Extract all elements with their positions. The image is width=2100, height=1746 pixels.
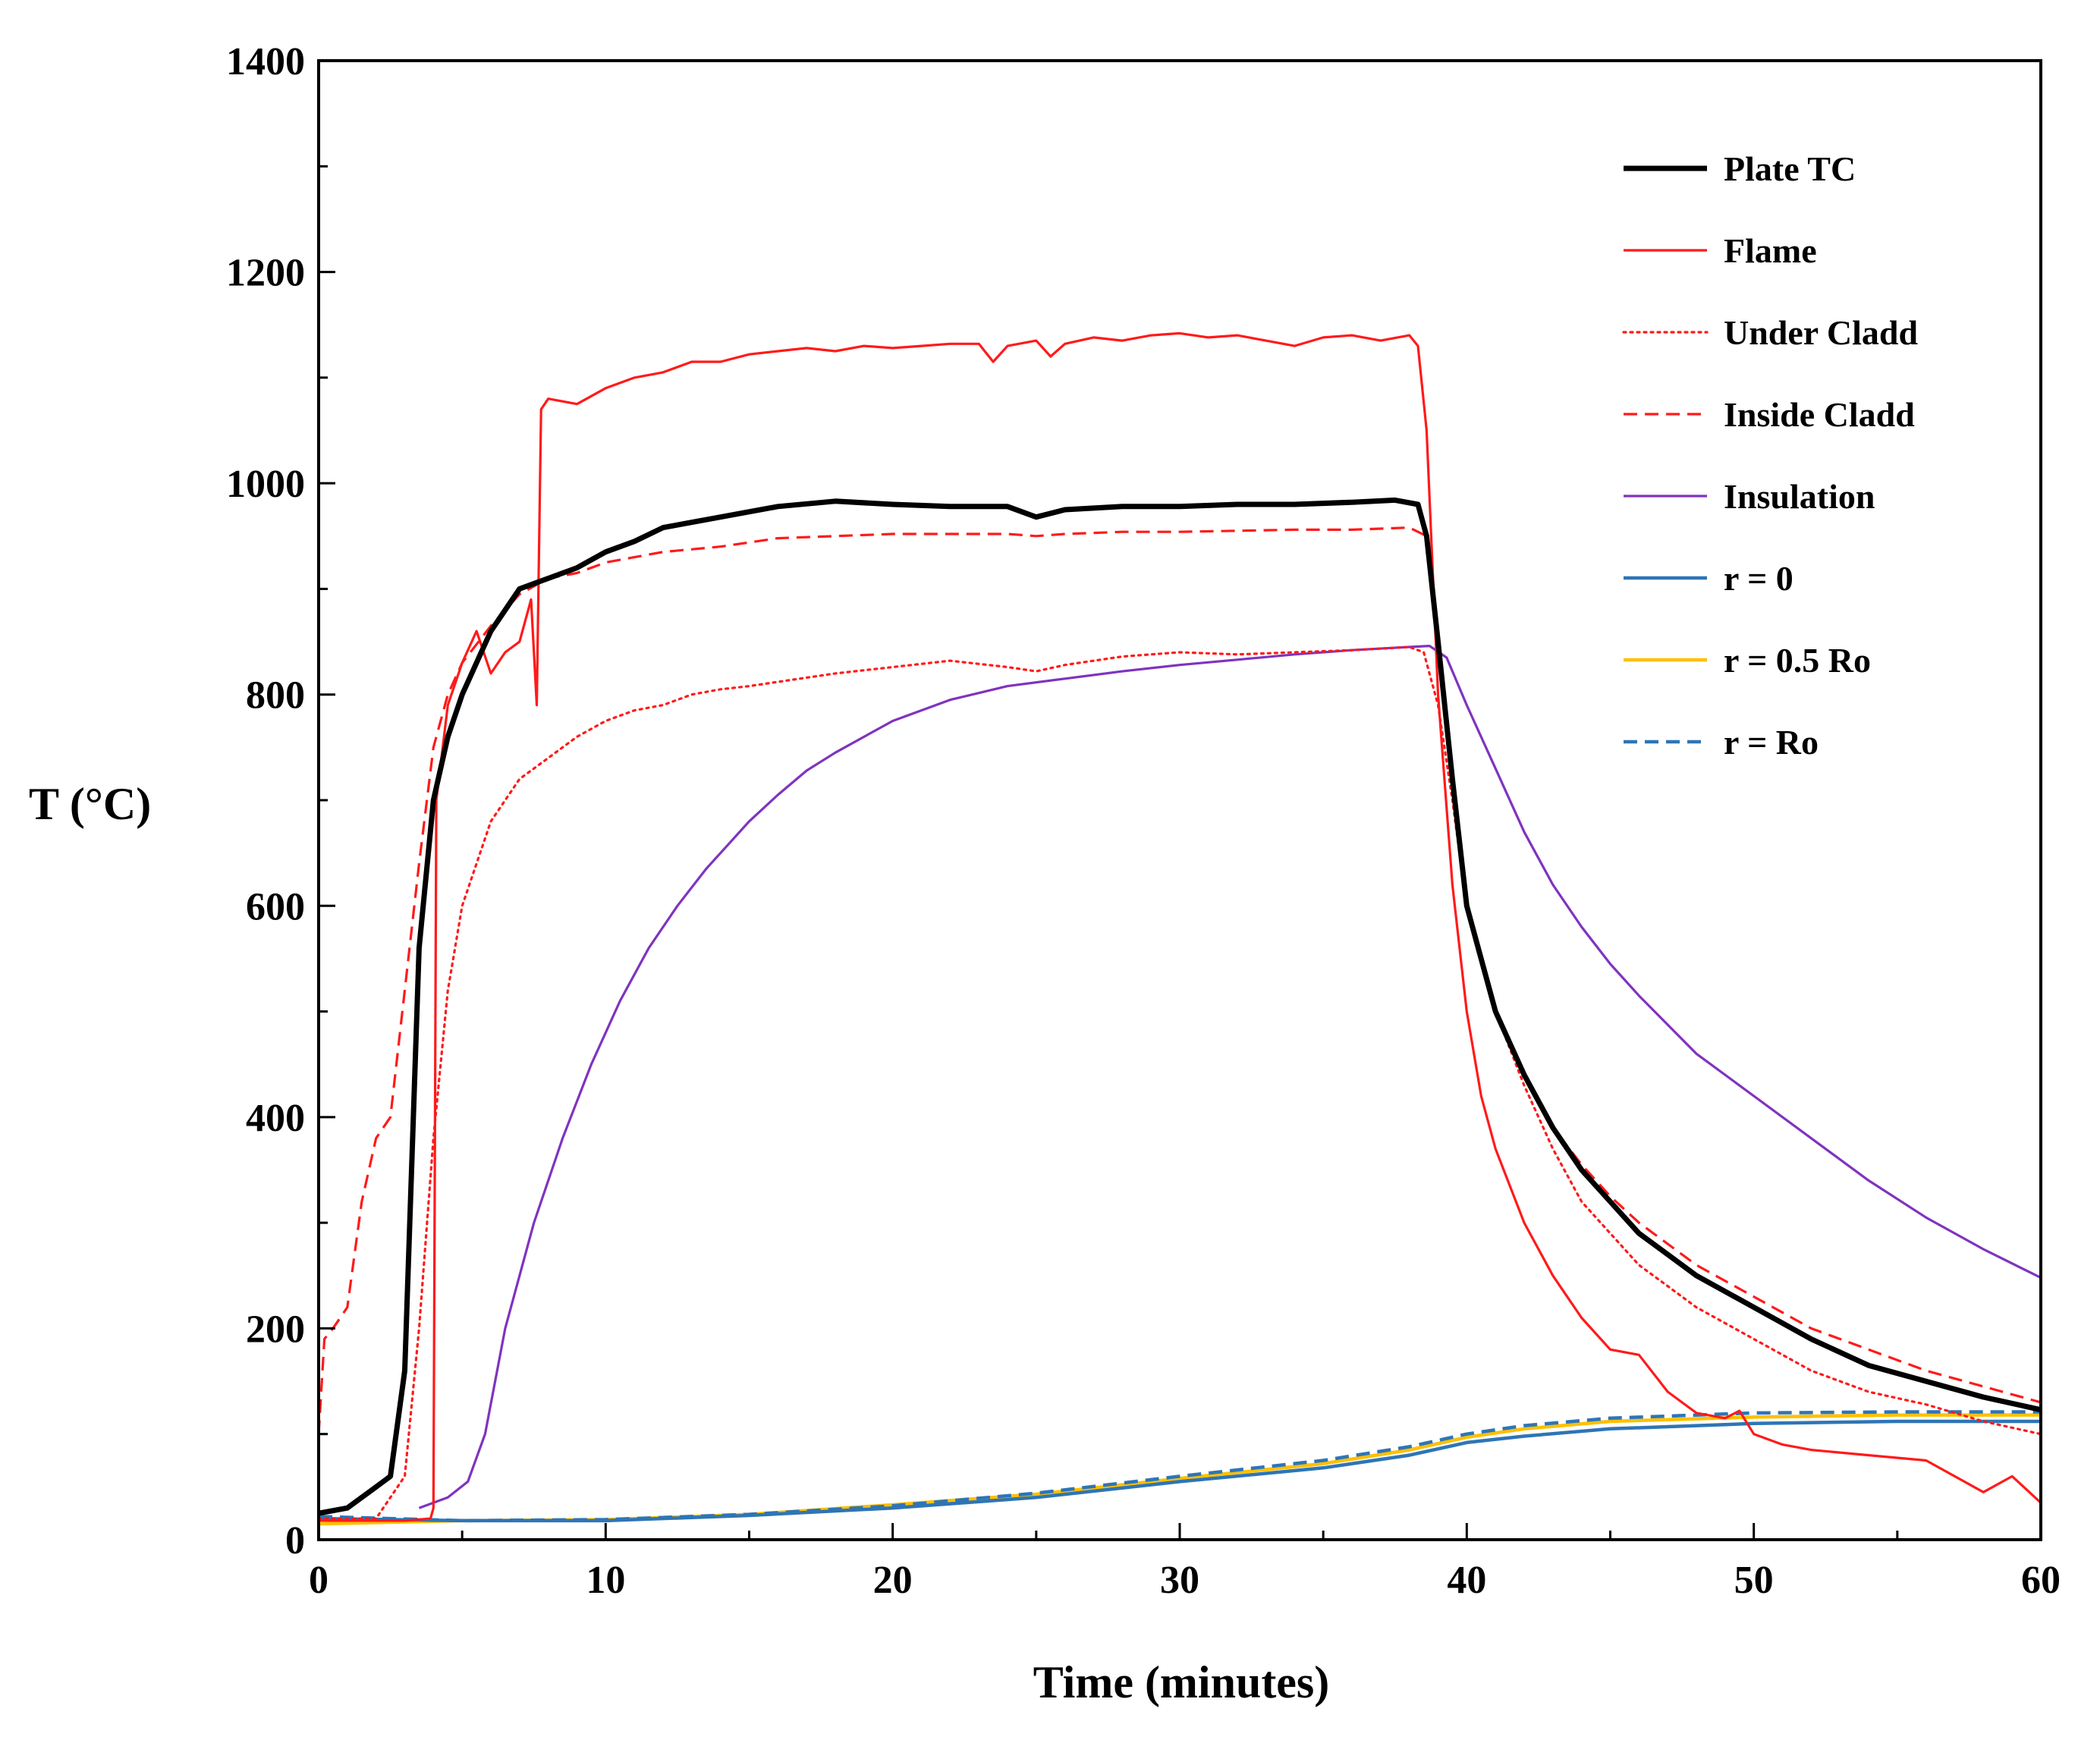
y-tick-label: 800 bbox=[246, 674, 305, 718]
y-tick-label: 400 bbox=[246, 1097, 305, 1140]
x-tick-label: 0 bbox=[309, 1559, 329, 1602]
legend-label-plate-tc: Plate TC bbox=[1724, 149, 1856, 188]
series-line-flame bbox=[319, 331, 2042, 1522]
series-line-plate-tc bbox=[318, 497, 2042, 1516]
legend-label-r-0-5-ro: r = 0.5 Ro bbox=[1724, 641, 1871, 680]
series-layer bbox=[317, 331, 2042, 1526]
y-tick-label: 1200 bbox=[226, 252, 305, 295]
y-tick-label: 200 bbox=[246, 1308, 305, 1351]
series-line-insulation bbox=[418, 645, 2042, 1509]
legend-label-inside-cladd: Inside Cladd bbox=[1724, 395, 1915, 434]
series-line-r-0 bbox=[318, 1419, 2041, 1523]
legend: Plate TC Flame Under Cladd Inside Cladd Insu… bbox=[1622, 149, 1918, 762]
x-tick-label: 10 bbox=[586, 1559, 625, 1602]
series-line-inside-cladd bbox=[317, 526, 2042, 1434]
legend-label-insulation: Insulation bbox=[1724, 477, 1875, 516]
y-tick-label: 0 bbox=[285, 1519, 305, 1562]
x-tick-label: 60 bbox=[2021, 1559, 2061, 1602]
y-axis-title: T (°C) bbox=[29, 779, 151, 829]
legend-label-r-ro: r = Ro bbox=[1724, 723, 1819, 762]
x-tick-label: 40 bbox=[1447, 1559, 1486, 1602]
x-tick-label: 20 bbox=[873, 1559, 913, 1602]
y-tick-label: 600 bbox=[246, 885, 305, 928]
x-tick-label: 30 bbox=[1160, 1559, 1199, 1602]
x-tick-label: 50 bbox=[1734, 1559, 1774, 1602]
legend-label-under-cladd: Under Cladd bbox=[1724, 313, 1918, 352]
series-line-under-cladd bbox=[317, 645, 2042, 1520]
y-tick-label: 1000 bbox=[226, 463, 305, 506]
legend-label-flame: Flame bbox=[1724, 231, 1817, 270]
axes-layer: 0 200 400 600 800 1000 1200 1400 0 10 20 30 40 50 60 bbox=[226, 40, 2061, 1602]
x-axis-title: Time (minutes) bbox=[1033, 1657, 1330, 1707]
y-tick-label: 1400 bbox=[226, 40, 305, 83]
legend-label-r-0: r = 0 bbox=[1724, 559, 1793, 598]
